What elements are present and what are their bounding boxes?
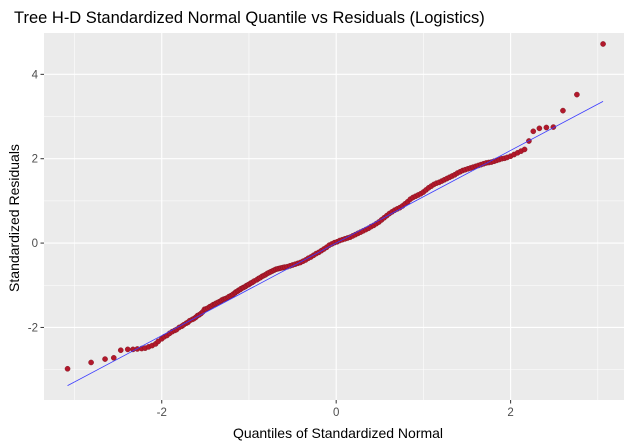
y-axis: -2 0 2 4	[28, 69, 44, 334]
reference-line	[67, 100, 604, 387]
x-axis-title: Quantiles of Standardized Normal	[233, 425, 443, 441]
residual-points	[64, 41, 606, 372]
residual-point	[521, 146, 528, 153]
x-axis: -2 0 2	[157, 400, 514, 419]
residual-point	[574, 91, 580, 98]
y-tick-label: 0	[32, 238, 38, 250]
residual-point	[536, 125, 543, 132]
x-tick-label: 0	[333, 407, 339, 419]
residual-point	[124, 346, 131, 353]
residual-point	[88, 359, 94, 366]
residual-point	[64, 365, 71, 372]
residual-point	[110, 355, 117, 361]
residual-point	[560, 107, 566, 114]
residual-point	[102, 356, 108, 362]
y-tick-label: -2	[28, 322, 38, 334]
reference-line-group	[67, 100, 604, 387]
minor-gridlines	[44, 33, 624, 400]
y-tick-label: 2	[32, 154, 38, 166]
chart-title: Tree H-D Standardized Normal Quantile vs…	[14, 9, 485, 27]
x-tick-label: 2	[507, 407, 513, 419]
residual-point	[530, 128, 537, 135]
y-tick-label: 4	[32, 69, 39, 81]
residual-point	[600, 41, 606, 47]
residual-point	[543, 124, 550, 131]
plot-panel	[44, 33, 624, 400]
y-axis-title: Standardized Residuals	[6, 144, 22, 292]
x-tick-label: -2	[157, 407, 167, 419]
residual-point	[117, 347, 124, 354]
